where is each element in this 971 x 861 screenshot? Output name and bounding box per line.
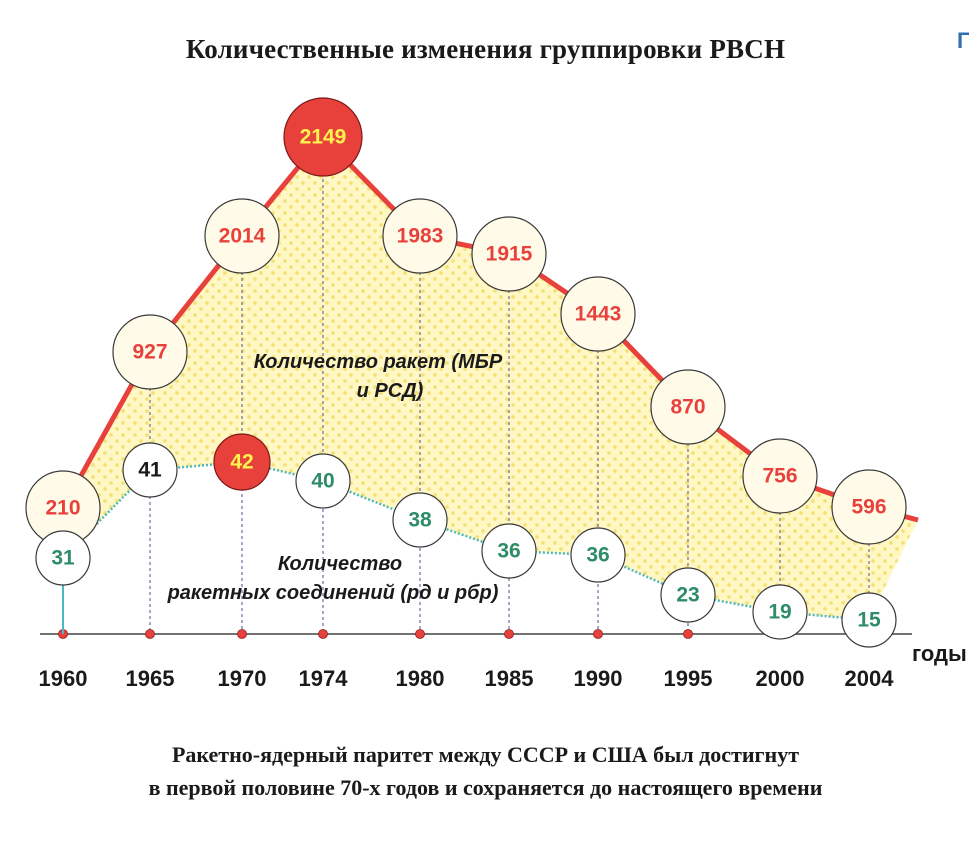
- missiles-point-circle: [650, 369, 726, 445]
- axis-tick-dot: [145, 629, 155, 639]
- x-tick-label: 1965: [126, 666, 175, 691]
- x-tick-label: 1985: [485, 666, 534, 691]
- units-value-label: 23: [676, 584, 699, 607]
- missiles-point-circle: [204, 198, 280, 274]
- missiles-series-label-line-1: Количество ракет (МБР: [254, 351, 503, 373]
- units-value-label: 41: [138, 459, 162, 482]
- units-value-label: 31: [51, 547, 75, 570]
- units-point-circle: [213, 433, 271, 491]
- units-point-circle: [752, 584, 808, 640]
- units-series-label-line-1: Количество: [278, 553, 402, 575]
- units-value-label: 15: [857, 609, 881, 632]
- x-tick-label: 1960: [39, 666, 88, 691]
- units-value-label: 19: [768, 601, 791, 624]
- missiles-point-circle: [471, 216, 547, 292]
- x-axis-unit-label: годы: [912, 641, 967, 666]
- units-point-circle: [570, 527, 626, 583]
- units-value-label: 38: [408, 509, 432, 532]
- chart-caption: Ракетно-ядерный паритет между СССР и США…: [0, 738, 971, 804]
- corner-mark: Г: [957, 28, 970, 53]
- axis-tick-dot: [504, 629, 514, 639]
- missiles-value-label: 210: [45, 497, 80, 520]
- missiles-value-label: 2149: [300, 126, 347, 149]
- chart-area: годы Количество ракет (МБР и РСД) Количест…: [25, 97, 967, 691]
- units-series-line: [62, 460, 870, 622]
- units-point-circle: [35, 530, 91, 586]
- x-tick-label: 2004: [845, 666, 895, 691]
- missiles-point-circle: [283, 97, 363, 177]
- missiles-point-circle: [382, 198, 458, 274]
- axis-tick-dot: [415, 629, 425, 639]
- missiles-value-label: 1983: [397, 225, 444, 248]
- dotted-area-fill: [63, 137, 918, 620]
- units-point-circle: [392, 492, 448, 548]
- axis-tick-dot: [237, 629, 247, 639]
- axis-tick-dot: [683, 629, 693, 639]
- units-series-label-line-2: ракетных соединений (рд и рбр): [167, 582, 499, 604]
- missiles-series-label-line-2: и РСД): [357, 380, 424, 402]
- units-value-label: 36: [586, 544, 609, 567]
- units-point-circle: [122, 442, 178, 498]
- x-tick-label: 1990: [574, 666, 623, 691]
- units-point-circle: [841, 592, 897, 648]
- units-value-label: 42: [230, 451, 253, 474]
- units-value-label: 36: [497, 540, 520, 563]
- x-tick-label: 1980: [396, 666, 445, 691]
- caption-line-1: Ракетно-ядерный паритет между СССР и США…: [171, 742, 800, 767]
- units-point-circle: [660, 567, 716, 623]
- units-value-label: 40: [311, 470, 334, 493]
- x-tick-label: 1974: [299, 666, 349, 691]
- missiles-point-circle: [742, 438, 818, 514]
- missiles-value-label: 870: [670, 396, 705, 419]
- missiles-value-label: 1915: [486, 243, 533, 266]
- chart-title: Количественные изменения группировки РВС…: [185, 34, 786, 64]
- missiles-point-circle: [112, 314, 188, 390]
- axis-tick-dot: [593, 629, 603, 639]
- missiles-point-circle: [560, 276, 636, 352]
- x-tick-label: 2000: [756, 666, 805, 691]
- missiles-value-label: 2014: [219, 225, 266, 248]
- missiles-value-label: 756: [762, 465, 797, 488]
- missiles-value-label: 596: [851, 496, 886, 519]
- caption-line-2: в первой половине 70-х годов и сохраняет…: [148, 775, 823, 800]
- x-tick-label: 1970: [218, 666, 267, 691]
- axis-tick-dot: [318, 629, 328, 639]
- units-point-circle: [481, 523, 537, 579]
- missiles-point-circle: [831, 469, 907, 545]
- missiles-value-label: 1443: [575, 303, 622, 326]
- missiles-value-label: 927: [132, 341, 167, 364]
- units-point-circle: [295, 453, 351, 509]
- x-tick-label: 1995: [664, 666, 713, 691]
